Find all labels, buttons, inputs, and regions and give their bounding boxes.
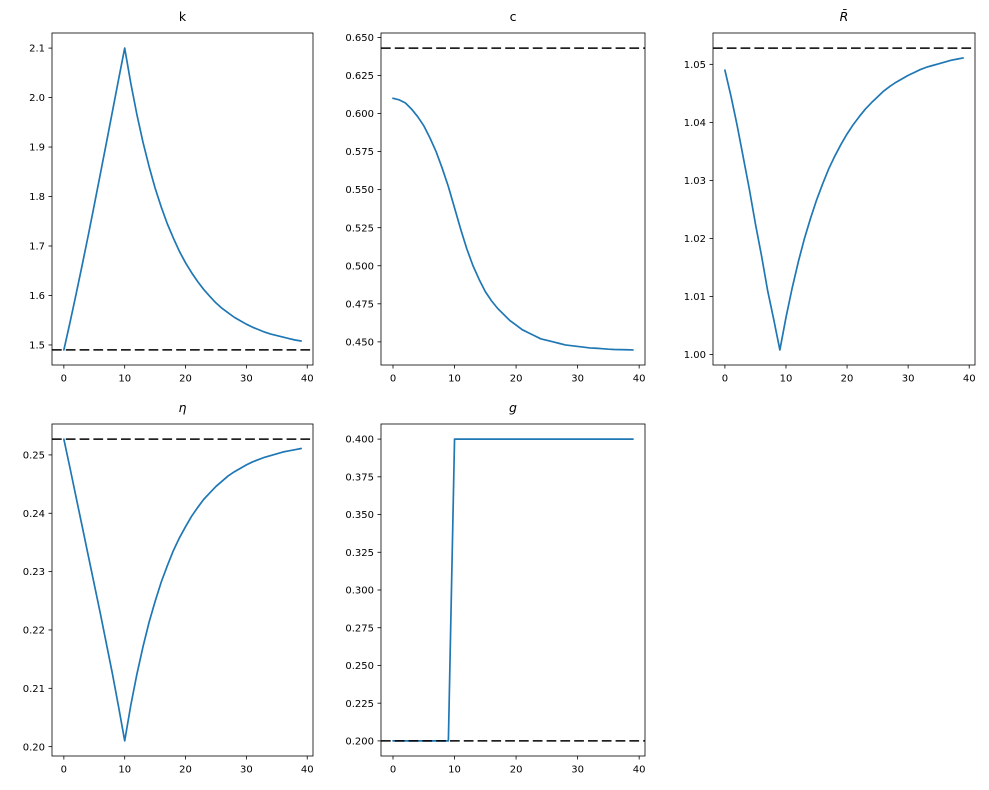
- x-tick-label: 10: [448, 374, 461, 385]
- plot-canvas-g: 0 10 20 30 40 0.200 0.225 0.250 0.275 0.300 0.325 0…: [345, 423, 646, 776]
- plot-canvas-k: 0 10 20 30 40 1.5 1.6 1.7 1.8 1.9 2.0 2.1: [29, 32, 314, 385]
- y-tick-label: 0.200: [345, 737, 374, 748]
- x-tick-label: 30: [571, 765, 584, 776]
- plot-title-g: g: [509, 400, 517, 415]
- y-tick-label: 0.325: [345, 548, 374, 559]
- y-tick-label: 0.625: [345, 71, 374, 82]
- axes-frame: [380, 32, 646, 366]
- y-tick-label: 1.01: [684, 292, 706, 303]
- y-tick-label: 0.275: [345, 623, 374, 634]
- series-line: [724, 57, 964, 351]
- y-tick-label: 1.05: [684, 60, 706, 71]
- x-tick-label: 0: [61, 374, 67, 385]
- series-line: [63, 438, 302, 742]
- y-tick-label: 1.9: [29, 143, 45, 154]
- subplot-rbar: R̄ 0 10 20 30 40 1.00 1.01 1.02 1.03 1.04 1.05: [684, 9, 976, 385]
- axes-frame: [51, 423, 314, 757]
- subplot-g: g 0 10 20 30 40 0.200 0.225 0.250 0.275 0.300 0.32…: [345, 400, 646, 776]
- y-tick-label: 2.1: [29, 44, 45, 55]
- x-tick-label: 40: [633, 374, 646, 385]
- y-tick-label: 1.02: [684, 234, 706, 245]
- y-tick-label: 1.7: [29, 242, 45, 253]
- y-tick-label: 2.0: [29, 93, 45, 104]
- x-tick-label: 10: [780, 374, 793, 385]
- y-tick-label: 0.575: [345, 147, 374, 158]
- x-tick-label: 40: [963, 374, 976, 385]
- y-tick-label: 0.25: [23, 451, 45, 462]
- series-line: [392, 97, 634, 351]
- series-line: [392, 438, 634, 742]
- plot-canvas-rbar: 0 10 20 30 40 1.00 1.01 1.02 1.03 1.04 1.05: [684, 32, 976, 385]
- y-tick-label: 0.550: [345, 185, 374, 196]
- y-tick-label: 0.250: [345, 661, 374, 672]
- y-tick-label: 0.525: [345, 223, 374, 234]
- y-tick-label: 1.00: [684, 350, 706, 361]
- y-tick-label: 0.650: [345, 33, 374, 44]
- x-tick-label: 40: [633, 765, 646, 776]
- plot-title-c: c: [509, 9, 517, 24]
- x-tick-label: 40: [301, 374, 314, 385]
- axes-frame: [51, 32, 314, 366]
- subplot-c: c 0 10 20 30 40 0.450 0.475 0.500 0.525 0.550 0.57…: [345, 9, 646, 385]
- series-line: [63, 47, 302, 351]
- y-tick-label: 0.22: [23, 626, 45, 637]
- x-tick-label: 10: [448, 765, 461, 776]
- y-tick-label: 0.350: [345, 510, 374, 521]
- y-tick-label: 0.20: [23, 742, 45, 753]
- x-tick-label: 10: [118, 765, 131, 776]
- plot-title-eta: η: [178, 400, 187, 415]
- y-tick-label: 0.600: [345, 109, 374, 120]
- y-tick-label: 0.24: [23, 509, 45, 520]
- x-tick-label: 0: [722, 374, 728, 385]
- y-tick-label: 0.225: [345, 699, 374, 710]
- y-tick-label: 1.5: [29, 341, 45, 352]
- x-tick-label: 0: [390, 765, 396, 776]
- y-tick-label: 0.450: [345, 337, 374, 348]
- x-tick-label: 20: [841, 374, 854, 385]
- y-tick-label: 1.03: [684, 176, 706, 187]
- plot-title-k: k: [178, 9, 187, 24]
- x-tick-label: 0: [390, 374, 396, 385]
- y-tick-label: 0.500: [345, 261, 374, 272]
- plot-title-rbar: R̄: [839, 9, 849, 24]
- x-tick-label: 20: [179, 765, 192, 776]
- x-tick-label: 10: [118, 374, 131, 385]
- y-tick-label: 0.21: [23, 684, 45, 695]
- x-tick-label: 30: [240, 765, 253, 776]
- plot-canvas-c: 0 10 20 30 40 0.450 0.475 0.500 0.525 0.550 0.575 0…: [345, 32, 646, 385]
- axes-frame: [380, 423, 646, 757]
- x-tick-label: 0: [61, 765, 67, 776]
- y-tick-label: 0.475: [345, 299, 374, 310]
- y-tick-label: 0.23: [23, 567, 45, 578]
- x-tick-label: 30: [240, 374, 253, 385]
- x-tick-label: 30: [571, 374, 584, 385]
- axes-frame: [712, 32, 976, 366]
- x-tick-label: 30: [902, 374, 915, 385]
- x-tick-label: 20: [179, 374, 192, 385]
- x-tick-label: 20: [510, 765, 523, 776]
- y-tick-label: 1.6: [29, 291, 45, 302]
- y-tick-label: 1.04: [684, 118, 706, 129]
- y-tick-label: 0.400: [345, 435, 374, 446]
- x-tick-label: 20: [510, 374, 523, 385]
- y-tick-label: 1.8: [29, 192, 45, 203]
- y-tick-label: 0.375: [345, 472, 374, 483]
- y-tick-label: 0.300: [345, 586, 374, 597]
- subplot-eta: η 0 10 20 30 40 0.20 0.21 0.22 0.23 0.24 0.25: [23, 400, 314, 776]
- plot-canvas-eta: 0 10 20 30 40 0.20 0.21 0.22 0.23 0.24 0.25: [23, 423, 314, 776]
- x-tick-label: 40: [301, 765, 314, 776]
- subplot-k: k 0 10 20 30 40 1.5 1.6 1.7 1.8 1.9 2.0 2.1: [29, 9, 314, 385]
